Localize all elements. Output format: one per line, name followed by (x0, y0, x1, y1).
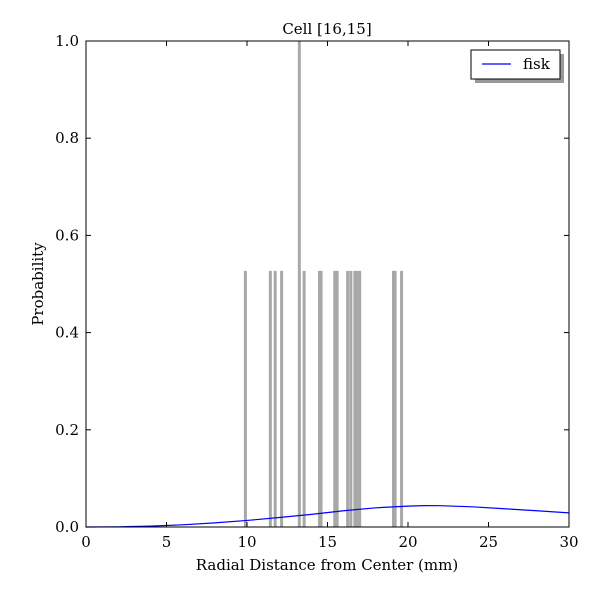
y-tick-label: 0.2 (55, 421, 79, 439)
histogram-bar-5 (302, 270, 306, 527)
x-tick-label: 25 (479, 533, 498, 551)
plot-frame (85, 40, 570, 528)
histogram-bar-3 (280, 270, 284, 527)
histogram-bar-4 (297, 41, 301, 527)
y-tick-label: 0.8 (55, 129, 79, 147)
legend-label-fisk: fisk (523, 55, 551, 73)
histogram-bar-9 (335, 270, 339, 527)
x-tick-label: 15 (318, 533, 337, 551)
y-tick-label: 0.6 (55, 226, 79, 244)
x-tick-label: 30 (559, 533, 578, 551)
x-tick-label: 5 (162, 533, 172, 551)
legend: fisk (470, 49, 564, 83)
y-axis-label: Probability (29, 242, 47, 326)
histogram-bar-15 (392, 270, 396, 527)
x-axis-label: Radial Distance from Center (mm) (196, 556, 458, 574)
series-layer (85, 505, 570, 528)
x-tick-label: 10 (237, 533, 256, 551)
x-tick-label: 20 (398, 533, 417, 551)
y-tick-label: 1.0 (55, 32, 79, 50)
histogram-bar-13 (355, 270, 359, 527)
y-axis-ticks: 0.0 0.2 0.4 0.6 0.8 1.0 (55, 32, 569, 536)
chart-title: Cell [16,15] (282, 20, 371, 38)
histogram-bar-12 (353, 270, 357, 527)
y-tick-label: 0.4 (55, 324, 79, 342)
x-tick-label: 0 (81, 533, 91, 551)
histogram-bar-7 (319, 270, 323, 527)
histogram-bar-8 (333, 270, 337, 527)
histogram-bar-6 (317, 270, 321, 527)
histogram-bar-10 (346, 270, 350, 527)
y-tick-label: 0.0 (55, 518, 79, 536)
x-axis-ticks: 0 5 10 15 20 25 30 (81, 41, 579, 551)
histogram-bar-16 (393, 270, 397, 527)
histogram-bar-11 (349, 270, 353, 527)
series-line-fisk (85, 505, 570, 528)
histogram-bar-17 (400, 270, 404, 527)
histogram-bar-0 (243, 270, 247, 527)
histogram-bar-14 (358, 270, 362, 527)
histogram-bars (243, 41, 404, 527)
histogram-bar-2 (273, 270, 277, 527)
histogram-bar-1 (268, 270, 272, 527)
